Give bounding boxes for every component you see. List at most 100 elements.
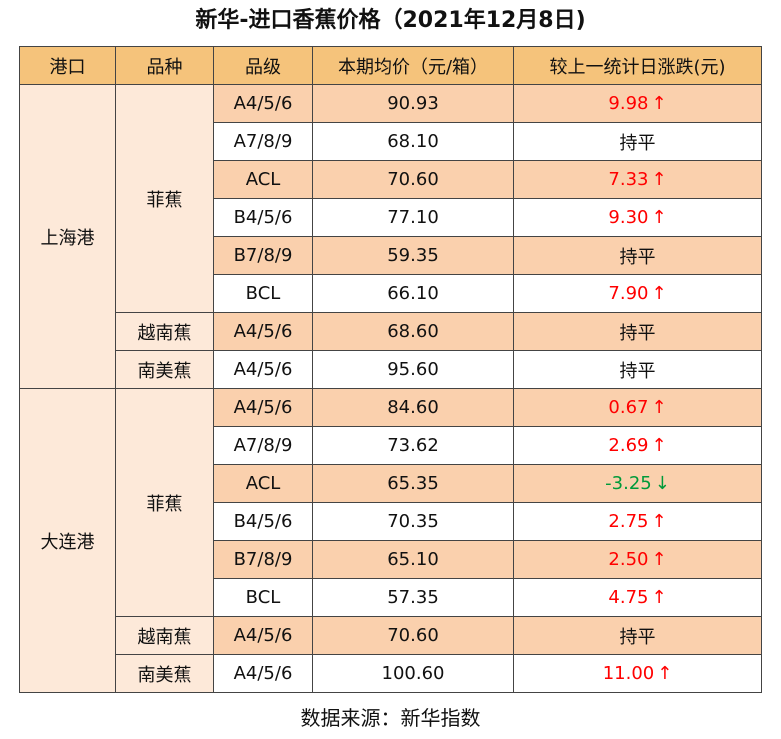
price-cell: 100.60 xyxy=(312,654,514,693)
header-price: 本期均价（元/箱） xyxy=(312,46,514,85)
price-cell: 73.62 xyxy=(312,426,514,465)
table-header-row: 港口 品种 品级 本期均价（元/箱） 较上一统计日涨跌(元) xyxy=(19,46,762,85)
price-cell: 59.35 xyxy=(312,236,514,275)
change-cell: 7.90 ↑ xyxy=(513,274,762,313)
change-value: 0.67 xyxy=(608,397,649,418)
table-row: 越南蕉 A4/5/6 68.60 持平 xyxy=(20,312,762,351)
arrow-up-icon: ↑ xyxy=(651,549,667,570)
change-value: 2.50 xyxy=(608,549,649,570)
change-cell: 0.67 ↑ xyxy=(513,388,762,427)
grade-cell: B7/8/9 xyxy=(213,236,313,275)
arrow-up-icon: ↑ xyxy=(651,397,667,418)
change-cell: 11.00 ↑ xyxy=(513,654,762,693)
change-value: 2.75 xyxy=(608,511,649,532)
price-cell: 68.60 xyxy=(312,312,514,351)
grade-cell: A7/8/9 xyxy=(213,426,313,465)
change-cell: 2.75 ↑ xyxy=(513,502,762,541)
price-cell: 77.10 xyxy=(312,198,514,237)
change-cell: 4.75 ↑ xyxy=(513,578,762,617)
table-row: BCL 66.10 7.90 ↑ xyxy=(20,274,762,313)
price-cell: 95.60 xyxy=(312,350,514,389)
header-grade: 品级 xyxy=(213,46,313,85)
arrow-up-icon: ↑ xyxy=(651,169,667,190)
change-cell: -3.25 ↓ xyxy=(513,464,762,503)
change-cell: 2.69 ↑ xyxy=(513,426,762,465)
variety-cell: 菲蕉 xyxy=(115,84,214,313)
change-cell: 9.98 ↑ xyxy=(513,84,762,123)
change-value: 持平 xyxy=(619,322,656,344)
grade-cell: A4/5/6 xyxy=(213,654,313,693)
change-value: 7.90 xyxy=(608,283,649,304)
port-cell: 大连港 xyxy=(19,388,116,693)
grade-cell: A4/5/6 xyxy=(213,350,313,389)
table-row: 南美蕉 A4/5/6 100.60 11.00 ↑ xyxy=(20,654,762,693)
price-cell: 70.35 xyxy=(312,502,514,541)
change-value: 4.75 xyxy=(608,587,649,608)
variety-cell: 南美蕉 xyxy=(115,350,214,389)
header-variety: 品种 xyxy=(115,46,214,85)
variety-cell: 南美蕉 xyxy=(115,654,214,693)
table-row: 越南蕉 A4/5/6 70.60 持平 xyxy=(20,616,762,655)
change-value: 2.69 xyxy=(608,435,649,456)
variety-cell: 越南蕉 xyxy=(115,616,214,655)
price-cell: 70.60 xyxy=(312,616,514,655)
price-cell: 70.60 xyxy=(312,160,514,199)
table-row: B4/5/6 77.10 9.30 ↑ xyxy=(20,198,762,237)
grade-cell: A4/5/6 xyxy=(213,84,313,123)
table-row: B7/8/9 59.35 持平 xyxy=(20,236,762,275)
price-cell: 65.10 xyxy=(312,540,514,579)
change-value: 7.33 xyxy=(608,169,649,190)
change-value: 持平 xyxy=(619,626,656,648)
change-cell: 持平 xyxy=(513,616,762,655)
arrow-up-icon: ↑ xyxy=(651,511,667,532)
change-cell: 持平 xyxy=(513,236,762,275)
table-row: 上海港 菲蕉 A4/5/6 90.93 9.98 ↑ xyxy=(19,84,762,389)
grade-cell: B7/8/9 xyxy=(213,540,313,579)
arrow-up-icon: ↑ xyxy=(651,435,667,456)
grade-cell: B4/5/6 xyxy=(213,502,313,541)
change-cell: 9.30 ↑ xyxy=(513,198,762,237)
change-cell: 持平 xyxy=(513,312,762,351)
price-cell: 57.35 xyxy=(312,578,514,617)
price-cell: 65.35 xyxy=(312,464,514,503)
table-row: ACL 65.35 -3.25 ↓ xyxy=(20,464,762,503)
price-cell: 84.60 xyxy=(312,388,514,427)
arrow-up-icon: ↑ xyxy=(651,587,667,608)
table-row: B4/5/6 70.35 2.75 ↑ xyxy=(20,502,762,541)
change-value: 持平 xyxy=(619,246,656,268)
grade-cell: A4/5/6 xyxy=(213,388,313,427)
price-cell: 66.10 xyxy=(312,274,514,313)
grade-cell: A4/5/6 xyxy=(213,312,313,351)
variety-cell: 菲蕉 xyxy=(115,388,214,617)
change-value: 9.30 xyxy=(608,207,649,228)
change-cell: 7.33 ↑ xyxy=(513,160,762,199)
change-cell: 持平 xyxy=(513,122,762,161)
header-port: 港口 xyxy=(19,46,116,85)
table-row: BCL 57.35 4.75 ↑ xyxy=(20,578,762,617)
grade-cell: A7/8/9 xyxy=(213,122,313,161)
banana-price-table: 港口 品种 品级 本期均价（元/箱） 较上一统计日涨跌(元) 上海港 菲蕉 A4/5… xyxy=(19,46,762,693)
page-title: 新华-进口香蕉价格（2021年12月8日) xyxy=(195,8,586,33)
grade-cell: BCL xyxy=(213,578,313,617)
arrow-up-icon: ↑ xyxy=(657,663,673,684)
grade-cell: ACL xyxy=(213,464,313,503)
price-cell: 68.10 xyxy=(312,122,514,161)
header-change: 较上一统计日涨跌(元) xyxy=(513,46,762,85)
arrow-down-icon: ↓ xyxy=(654,473,670,494)
table-body: 上海港 菲蕉 A4/5/6 90.93 9.98 ↑ A7/8/9 68.10 持平 ACL 70.… xyxy=(19,84,762,693)
grade-cell: BCL xyxy=(213,274,313,313)
change-value: 9.98 xyxy=(608,93,649,114)
data-source-note: 数据来源：新华指数 xyxy=(300,706,481,730)
grade-cell: B4/5/6 xyxy=(213,198,313,237)
change-value: 持平 xyxy=(619,132,656,154)
table-row: ACL 70.60 7.33 ↑ xyxy=(20,160,762,199)
change-cell: 2.50 ↑ xyxy=(513,540,762,579)
variety-cell: 越南蕉 xyxy=(115,312,214,351)
port-cell: 上海港 xyxy=(19,84,116,389)
change-value: -3.25 xyxy=(605,473,652,494)
arrow-up-icon: ↑ xyxy=(651,283,667,304)
change-cell: 持平 xyxy=(513,350,762,389)
change-value: 持平 xyxy=(619,360,656,382)
table-row: 南美蕉 A4/5/6 95.60 持平 xyxy=(20,350,762,389)
arrow-up-icon: ↑ xyxy=(651,207,667,228)
